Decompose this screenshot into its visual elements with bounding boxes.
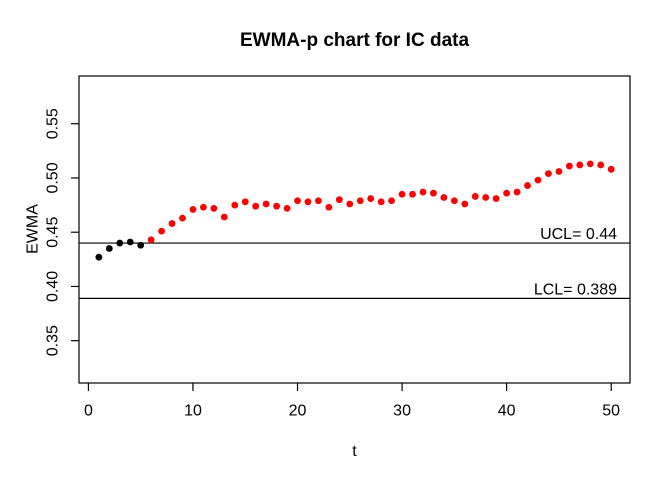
data-point xyxy=(471,193,479,200)
data-point xyxy=(524,182,531,189)
data-point xyxy=(220,213,228,221)
data-point xyxy=(147,236,155,244)
data-point xyxy=(555,168,563,175)
data-point xyxy=(158,227,165,235)
data-point xyxy=(534,176,542,184)
data-point xyxy=(398,190,406,198)
data-point xyxy=(482,194,490,201)
data-point xyxy=(503,189,511,197)
data-point xyxy=(513,188,521,196)
data-point xyxy=(388,197,396,205)
y-tick-label: 0.40 xyxy=(45,271,62,302)
x-tick-label: 40 xyxy=(498,403,516,420)
data-point xyxy=(419,188,427,196)
x-tick-label: 30 xyxy=(393,403,411,420)
data-point xyxy=(231,201,239,209)
data-point xyxy=(95,253,103,261)
x-axis-label: t xyxy=(352,443,357,460)
ucl-label: UCL= 0.44 xyxy=(540,226,617,243)
data-point xyxy=(430,189,437,197)
data-point xyxy=(105,245,113,252)
control-limits-layer xyxy=(79,242,630,299)
data-point xyxy=(273,202,281,210)
data-point xyxy=(189,206,197,213)
data-point xyxy=(116,239,124,247)
y-tick-label: 0.35 xyxy=(45,325,62,356)
data-point xyxy=(262,200,270,208)
data-point xyxy=(461,200,469,208)
data-point xyxy=(294,197,301,205)
data-point xyxy=(126,238,134,246)
x-tick-label: 0 xyxy=(84,403,93,420)
data-point xyxy=(356,197,364,205)
y-tick-label: 0.55 xyxy=(45,108,62,139)
data-point xyxy=(168,220,176,227)
plot-box xyxy=(78,75,631,384)
data-point xyxy=(545,170,552,178)
y-tick-label: 0.50 xyxy=(45,162,62,193)
data-point xyxy=(200,203,207,211)
x-tick-label: 50 xyxy=(602,403,620,420)
x-tick-label: 20 xyxy=(289,403,307,420)
data-point xyxy=(597,161,605,169)
lcl-label: LCL= 0.389 xyxy=(534,281,617,298)
data-point xyxy=(241,198,249,206)
data-point xyxy=(252,202,260,210)
x-tick-label: 10 xyxy=(184,403,202,420)
data-point xyxy=(325,203,333,211)
data-point xyxy=(440,194,448,201)
data-point xyxy=(179,214,186,222)
data-point xyxy=(210,204,218,212)
data-point xyxy=(283,204,291,212)
data-point xyxy=(586,160,594,168)
data-point xyxy=(450,197,458,205)
y-tick-label: 0.45 xyxy=(45,217,62,248)
chart-title: EWMA-p chart for IC data xyxy=(240,30,469,51)
axis-ticks-layer: 0 10 20 30 40 50 0.35 0.40 0.45 0.50 0.55 xyxy=(45,108,621,419)
data-point xyxy=(377,198,385,206)
data-point xyxy=(137,241,145,249)
data-point xyxy=(565,162,573,170)
data-point xyxy=(315,197,322,205)
data-point xyxy=(335,196,343,204)
y-axis-label: EWMA xyxy=(25,204,42,254)
data-point xyxy=(346,200,354,208)
data-point xyxy=(409,190,416,198)
data-point xyxy=(607,165,615,173)
data-point xyxy=(492,195,500,202)
data-point xyxy=(367,195,375,202)
data-points-layer xyxy=(95,160,615,261)
data-point xyxy=(304,198,312,206)
data-point xyxy=(576,161,584,169)
